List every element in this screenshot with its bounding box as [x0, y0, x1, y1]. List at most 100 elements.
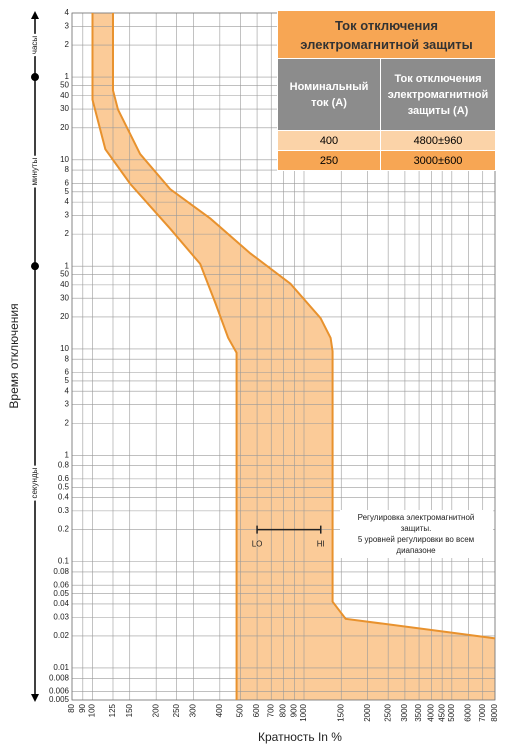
annotation-line: защиты.	[401, 524, 432, 533]
x-axis-label: Кратность In %	[258, 730, 342, 744]
y-tick-label: 1	[65, 72, 70, 81]
x-tick-label: 300	[189, 703, 198, 717]
annotation-line: 5 уровней регулировки во всем	[358, 535, 474, 544]
y-tick-label: 6	[65, 368, 70, 377]
band-fill	[92, 13, 496, 700]
x-tick-label: 3000	[400, 703, 409, 721]
table-cell: 250	[277, 150, 381, 171]
unit-divider	[31, 262, 39, 271]
y-tick-label: 0.4	[58, 493, 70, 502]
x-tick-label: 90	[78, 703, 87, 712]
y-tick-label: 0.03	[53, 612, 69, 621]
annotation-line: Регулировка электромагнитной	[358, 513, 475, 522]
x-tick-label: 2000	[363, 703, 372, 721]
x-tick-label: 500	[235, 703, 244, 717]
y-tick-label: 10	[60, 155, 69, 164]
y-tick-label: 40	[60, 91, 69, 100]
y-tick-label: 30	[60, 293, 69, 302]
unit-label: минуты	[30, 157, 39, 185]
y-tick-label: 6	[65, 178, 70, 187]
y-tick-label: 1	[65, 450, 70, 459]
table-title-line: Ток отключения	[335, 17, 438, 33]
x-tick-label: 4500	[437, 703, 446, 721]
range-label: LO	[252, 540, 263, 549]
unit-divider	[31, 73, 39, 82]
table-title: Ток отключения электромагнитной защиты	[277, 10, 496, 59]
y-tick-label: 0.1	[58, 557, 70, 566]
header-line: ток (А)	[311, 96, 347, 109]
arrow-bottom	[31, 694, 39, 702]
y-tick-label: 0.2	[58, 525, 70, 534]
x-tick-label: 100	[88, 703, 97, 717]
y-tick-label: 3	[65, 211, 70, 220]
table-cell: 4800±960	[380, 130, 496, 151]
header-line: электромагнитной	[387, 88, 489, 101]
x-tick-label: 900	[289, 703, 298, 717]
x-tick-label: 7000	[478, 703, 487, 721]
y-tick-label: 4	[65, 8, 70, 17]
y-tick-label: 50	[60, 81, 69, 90]
y-tick-label: 0.8	[58, 461, 70, 470]
boundary-line	[91, 13, 238, 700]
y-tick-label: 0.005	[49, 695, 70, 704]
y-tick-label: 0.6	[58, 474, 70, 483]
header-line: защиты (А)	[407, 104, 469, 117]
y-tick-label: 8	[65, 165, 70, 174]
y-tick-label: 1	[65, 261, 70, 270]
x-tick-label: 600	[252, 703, 261, 717]
y-tick-label: 3	[65, 400, 70, 409]
y-tick-label: 0.08	[53, 567, 69, 576]
boundary-line	[111, 13, 496, 640]
x-tick-label: 2500	[383, 703, 392, 721]
table-cell: 400	[277, 130, 381, 151]
y-tick-label: 2	[65, 40, 70, 49]
annotation-box	[340, 510, 493, 558]
y-tick-label: 0.01	[53, 663, 69, 672]
y-tick-label: 40	[60, 280, 69, 289]
y-tick-label: 10	[60, 344, 69, 353]
header-line: Номинальный	[289, 80, 369, 93]
header-line: Ток отключения	[394, 72, 482, 85]
table-header: Номинальный ток (А)	[277, 58, 381, 131]
unit-label: часы	[30, 36, 39, 55]
y-tick-label: 5	[65, 187, 70, 196]
y-tick-label: 0.5	[58, 482, 70, 491]
y-tick-label: 0.04	[53, 599, 69, 608]
x-tick-label: 4000	[426, 703, 435, 721]
x-tick-label: 5000	[447, 703, 456, 721]
table-cell: 3000±600	[380, 150, 496, 171]
table-title-line: электромагнитной защиты	[300, 36, 473, 52]
y-tick-label: 3	[65, 21, 70, 30]
x-tick-label: 3500	[414, 703, 423, 721]
y-tick-label: 2	[65, 418, 70, 427]
y-tick-label: 4	[65, 197, 70, 206]
annotation-line: диапазоне	[396, 546, 436, 555]
y-tick-label: 0.006	[49, 687, 70, 696]
x-tick-label: 80	[67, 703, 76, 712]
x-tick-label: 8000	[490, 703, 499, 721]
unit-label: секунды	[30, 467, 39, 498]
y-tick-label: 0.3	[58, 506, 70, 515]
y-tick-label: 8	[65, 354, 70, 363]
x-tick-label: 200	[151, 703, 160, 717]
y-tick-label: 20	[60, 123, 69, 132]
y-tick-label: 0.02	[53, 631, 69, 640]
table-header: Ток отключения электромагнитной защиты (А)	[380, 58, 496, 131]
y-tick-label: 50	[60, 270, 69, 279]
x-tick-label: 700	[266, 703, 275, 717]
y-tick-label: 30	[60, 104, 69, 113]
y-tick-label: 2	[65, 229, 70, 238]
y-tick-label: 20	[60, 312, 69, 321]
x-tick-label: 800	[279, 703, 288, 717]
x-tick-label: 150	[125, 703, 134, 717]
trip-table: Ток отключения электромагнитной защиты Н…	[277, 10, 496, 171]
arrow-top	[31, 11, 39, 19]
x-tick-label: 250	[172, 703, 181, 717]
x-tick-label: 1000	[299, 703, 308, 721]
y-tick-label: 4	[65, 386, 70, 395]
y-tick-label: 0.06	[53, 580, 69, 589]
y-tick-label: 0.05	[53, 589, 69, 598]
x-tick-label: 400	[215, 703, 224, 717]
x-tick-label: 125	[108, 703, 117, 717]
